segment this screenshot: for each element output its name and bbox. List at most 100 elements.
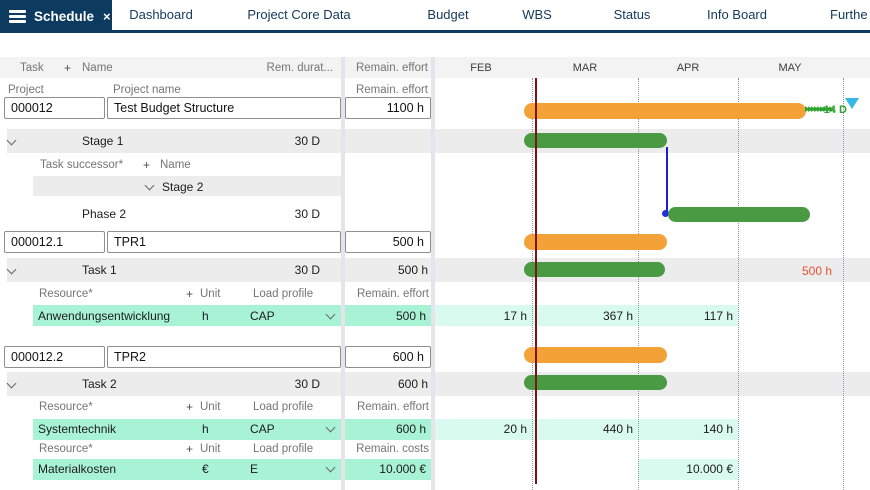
resource3-header-costs: Remain. costs <box>356 443 429 455</box>
project-buffer-chevrons-icon: ▸▸▸▸▸▸▸▸▸ <box>805 103 835 115</box>
resource2-unit: h <box>202 422 209 436</box>
tpr1-name-input[interactable]: TPR1 <box>107 231 341 253</box>
project-effort-label: Remain. effort <box>355 84 428 96</box>
tpr1-id-input[interactable]: 000012.1 <box>4 231 105 253</box>
month-label-mar: MAR <box>572 62 598 74</box>
table-gantt-separator[interactable] <box>431 57 435 490</box>
tab-schedule-active[interactable]: Schedule × <box>0 0 112 33</box>
dependency-connector-dot <box>662 210 669 217</box>
task1-gantt-bar[interactable] <box>524 262 665 277</box>
task2-duration: 30 D <box>294 377 320 391</box>
tab-budget[interactable]: Budget <box>427 7 469 22</box>
col-header-task: Task <box>20 62 44 74</box>
tpr1-gantt-bar[interactable] <box>524 234 667 250</box>
task1-effort: 500 h <box>397 263 428 277</box>
resource2-effort-cell-bg <box>345 419 431 440</box>
project-delay-label: -14 D <box>820 104 847 116</box>
tpr2-effort-input[interactable]: 600 h <box>345 346 431 368</box>
stage1-label: Stage 1 <box>82 134 124 148</box>
resource2-header-load-profile: Load profile <box>253 401 314 413</box>
col-header-name: Name <box>82 62 113 74</box>
add-resource3-button[interactable]: + <box>186 442 194 456</box>
task2-row-band[interactable] <box>7 372 870 396</box>
resource3-name-cell-bg <box>33 459 341 480</box>
hamburger-menu-icon[interactable] <box>9 8 26 26</box>
deadline-marker-icon[interactable] <box>845 98 859 109</box>
phase2-gantt-bar[interactable] <box>668 207 810 222</box>
resource3-name[interactable]: Materialkosten <box>38 462 117 476</box>
add-task-button[interactable]: + <box>64 61 72 75</box>
resource1-name[interactable]: Anwendungsentwicklung <box>38 309 171 323</box>
task2-gantt-bar[interactable] <box>524 375 667 390</box>
tpr2-name-input[interactable]: TPR2 <box>107 346 341 368</box>
tab-project-core-data[interactable]: Project Core Data <box>247 7 351 22</box>
tab-bar: Schedule × Dashboard Project Core Data B… <box>0 0 870 33</box>
stage1-duration: 30 D <box>294 134 320 148</box>
resource2-name[interactable]: Systemtechnik <box>38 422 117 436</box>
project-gantt-bar[interactable] <box>524 103 806 119</box>
task1-overload-label: 500 h <box>801 264 832 278</box>
stage1-gantt-bar[interactable] <box>524 133 667 148</box>
task1-label: Task 1 <box>82 263 117 277</box>
resource2-header-effort: Remain. effort <box>356 401 429 413</box>
resource3-gantt-band <box>638 459 738 480</box>
task1-row-band[interactable] <box>7 258 870 282</box>
resource2-month-apr[interactable]: 140 h <box>702 422 733 436</box>
tpr1-effort-input[interactable]: 500 h <box>345 231 431 253</box>
resource1-month-mar[interactable]: 367 h <box>602 309 633 323</box>
stage2-row-band[interactable] <box>33 176 341 196</box>
resource2-month-mar[interactable]: 440 h <box>602 422 633 436</box>
tpr2-id-input[interactable]: 000012.2 <box>4 346 105 368</box>
resource1-unit: h <box>202 309 209 323</box>
resource3-header-unit: Unit <box>200 443 221 455</box>
resource1-header-effort: Remain. effort <box>356 288 429 300</box>
column-separator[interactable] <box>341 57 345 490</box>
col-header-remain-effort: Remain. effort <box>355 62 428 74</box>
successor-header-name: Name <box>160 159 191 171</box>
resource3-month-apr[interactable]: 10.000 € <box>686 462 733 476</box>
resource3-header-label: Resource* <box>39 443 93 455</box>
task2-label: Task 2 <box>82 377 117 391</box>
tab-schedule-label: Schedule <box>34 9 95 24</box>
resource3-unit: € <box>202 462 209 476</box>
add-resource1-button[interactable]: + <box>186 287 194 301</box>
project-name-label: Project name <box>113 84 181 96</box>
resource3-costs: 10.000 € <box>379 462 426 476</box>
resource1-load-profile-select[interactable]: CAP <box>250 309 275 323</box>
month-label-apr: APR <box>676 62 700 74</box>
resource2-load-profile-select[interactable]: CAP <box>250 422 275 436</box>
month-label-feb: FEB <box>470 62 492 74</box>
task1-duration: 30 D <box>294 263 320 277</box>
tab-dashboard[interactable]: Dashboard <box>129 7 193 22</box>
tab-further[interactable]: Furthe <box>830 7 868 22</box>
resource3-load-profile-select[interactable]: E <box>250 462 259 476</box>
tab-close-icon[interactable]: × <box>103 9 111 24</box>
resource1-effort-cell-bg <box>345 305 431 326</box>
stage2-label: Stage 2 <box>162 180 204 194</box>
resource1-month-feb[interactable]: 17 h <box>503 309 527 323</box>
add-resource2-button[interactable]: + <box>186 400 194 414</box>
resource3-header-load-profile: Load profile <box>253 443 314 455</box>
col-header-rem-duration: Rem. durat... <box>266 62 333 74</box>
resource1-month-apr[interactable]: 117 h <box>703 309 733 323</box>
tab-wbs[interactable]: WBS <box>522 7 552 22</box>
successor-header-label: Task successor* <box>40 159 124 171</box>
project-id-input[interactable]: 000012 <box>4 97 105 119</box>
resource2-month-feb[interactable]: 20 h <box>503 422 527 436</box>
tab-status[interactable]: Status <box>613 7 651 22</box>
tab-info-board[interactable]: Info Board <box>707 7 767 22</box>
resource2-gantt-band <box>435 419 738 440</box>
add-successor-button[interactable]: + <box>143 158 151 172</box>
resource2-name-cell-bg <box>33 419 341 440</box>
tpr2-gantt-bar[interactable] <box>524 347 667 363</box>
month-gridline <box>738 78 739 490</box>
task2-effort: 600 h <box>397 377 428 391</box>
resource2-header-unit: Unit <box>200 401 221 413</box>
dependency-connector <box>666 147 668 213</box>
stage1-row-band[interactable] <box>7 129 870 153</box>
month-label-may: MAY <box>778 62 802 74</box>
resource1-gantt-band <box>435 305 738 326</box>
project-effort-input[interactable]: 1100 h <box>345 97 431 119</box>
resource3-costs-cell-bg <box>345 459 431 480</box>
project-name-input[interactable]: Test Budget Structure <box>107 97 341 119</box>
